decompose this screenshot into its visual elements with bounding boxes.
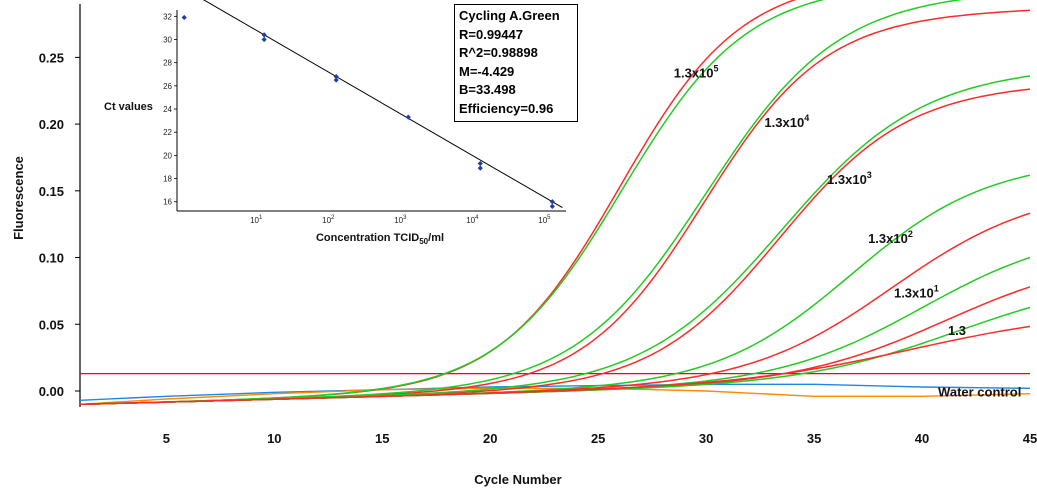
curve-label: Water control [938, 384, 1021, 399]
y-tick-label: 0.20 [39, 117, 64, 132]
regression-stats-box: Cycling A.Green R=0.99447 R^2=0.98898 M=… [454, 4, 578, 122]
curve-annotations: 1.3x1051.3x1041.3x1031.3x1021.3x1011.3Wa… [674, 63, 1022, 399]
inset-x-ticks: 101 102 103 104 105 [250, 215, 551, 225]
stats-r-squared: R^2=0.98898 [459, 45, 538, 60]
inset-y-ticks: 16 18 20 22 24 26 28 30 32 [163, 12, 177, 207]
curve-label-exponent: 1 [934, 284, 939, 294]
inset-y-tick-label: 18 [163, 175, 172, 184]
inset-y-tick-label: 30 [163, 35, 172, 44]
curve-label-base: 1.3x10 [827, 172, 867, 187]
inset-x-tick-label: 103 [394, 215, 407, 225]
stats-r: R=0.99447 [459, 26, 523, 42]
curve-label-exponent: 5 [714, 63, 719, 73]
y-tick-label: 0.00 [39, 384, 64, 399]
curve-label-base: 1.3x10 [894, 286, 934, 301]
curve-label: 1.3x103 [827, 170, 872, 187]
stats-intercept: B=33.498 [459, 82, 516, 97]
ct-point [261, 32, 267, 38]
stats-title: Cycling A.Green [459, 8, 560, 23]
inset-x-title-subscript: 50 [419, 237, 428, 246]
ct-point [333, 73, 339, 80]
ct-point [477, 165, 483, 171]
x-tick-label: 45 [1023, 431, 1037, 446]
amplification-curves [79, 0, 1031, 406]
x-tick-label: 35 [807, 431, 821, 446]
amplification-curve-green [79, 256, 1031, 406]
water-control-curve-orange [79, 387, 1031, 405]
stats-efficiency: Efficiency=0.96 [459, 100, 554, 116]
ct-point [261, 36, 267, 43]
x-tick-label: 20 [483, 431, 497, 446]
x-tick-label: 5 [163, 431, 170, 446]
x-tick-label: 40 [915, 431, 929, 446]
inset-y-tick-label: 22 [163, 128, 172, 137]
curve-label-base: 1.3x10 [868, 231, 908, 246]
curve-label: 1.3x102 [868, 229, 913, 246]
y-tick-label: 0.10 [39, 251, 64, 266]
main-plot: 5 10 15 20 25 30 35 40 45 0.000.050.100.150.200.… [11, 0, 1037, 487]
inset-x-title-main: Concentration TCID [316, 232, 419, 244]
inset-y-tick-label: 32 [163, 12, 172, 21]
regression-line [202, 0, 563, 209]
inset-x-tick-label: 102 [322, 215, 335, 225]
inset-x-tick-label: 101 [250, 215, 263, 225]
ct-point [181, 14, 187, 21]
amplification-curve-red [79, 325, 1031, 406]
x-axis-ticks: 5 10 15 20 25 30 35 40 45 [163, 431, 1037, 446]
curve-label-exponent: 2 [908, 229, 913, 239]
inset-x-title: Concentration TCID50/ml [316, 232, 444, 246]
x-tick-label: 15 [375, 431, 389, 446]
curve-label-exponent: 4 [804, 113, 809, 123]
curve-label-exponent: 3 [867, 170, 872, 180]
inset-y-title: Ct values [104, 101, 153, 113]
y-tick-label: 0.15 [39, 184, 64, 199]
inset-y-tick-label: 20 [163, 151, 172, 160]
curve-label: 1.3x105 [674, 63, 719, 80]
curve-label-base: 1.3x10 [674, 65, 714, 80]
y-axis-ticks: 0.00 0.05 0.10 0.15 0.20 0.25 [39, 50, 80, 399]
x-tick-label: 10 [267, 431, 281, 446]
water-control-curve-blue [79, 383, 1031, 401]
y-tick-label: 0.25 [39, 50, 64, 65]
inset-y-tick-label: 28 [163, 59, 172, 68]
curve-label: 1.3x104 [764, 113, 809, 130]
stats-slope: M=-4.429 [459, 63, 515, 79]
ct-point [333, 77, 339, 83]
inset-x-tick-label: 105 [538, 215, 551, 225]
x-axis-title: Cycle Number [474, 472, 561, 487]
curve-label: 1.3 [948, 323, 966, 338]
curve-label: 1.3x101 [894, 284, 939, 301]
ct-data-points [181, 14, 555, 209]
inset-x-title-unit: /ml [428, 232, 444, 244]
y-axis-title: Fluorescence [11, 156, 26, 240]
curve-label-base: Water control [938, 384, 1021, 399]
x-tick-label: 25 [591, 431, 605, 446]
curve-label-base: 1.3 [948, 323, 966, 338]
inset-y-tick-label: 16 [163, 198, 172, 207]
ct-point [549, 203, 555, 209]
inset-y-tick-label: 24 [163, 105, 172, 114]
y-tick-label: 0.05 [39, 317, 64, 332]
curve-label-base: 1.3x10 [764, 115, 804, 130]
inset-y-tick-label: 26 [163, 82, 172, 91]
ct-point [477, 160, 483, 167]
x-tick-label: 30 [699, 431, 713, 446]
inset-x-tick-label: 104 [466, 215, 479, 225]
ct-point [549, 199, 555, 205]
ct-point [405, 114, 411, 120]
